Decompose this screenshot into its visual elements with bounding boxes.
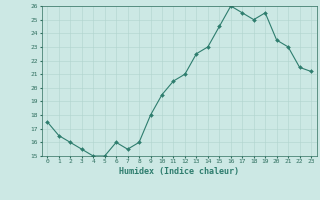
X-axis label: Humidex (Indice chaleur): Humidex (Indice chaleur) [119, 167, 239, 176]
